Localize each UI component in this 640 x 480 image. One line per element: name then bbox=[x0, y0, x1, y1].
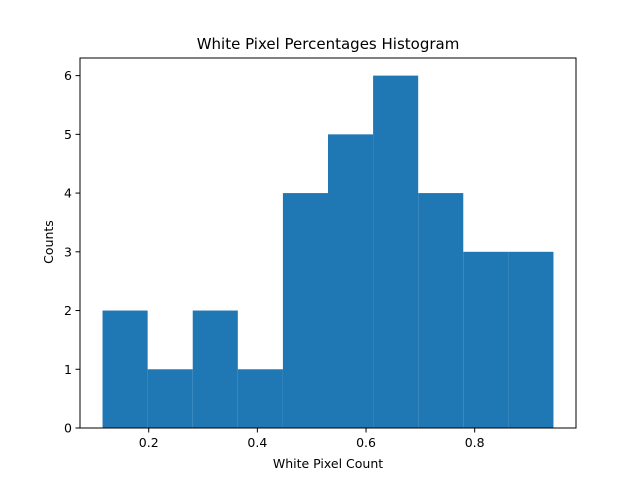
histogram-bar bbox=[192, 310, 238, 428]
y-tick-label: 1 bbox=[64, 362, 72, 377]
plot-frame bbox=[79, 57, 577, 429]
bars-group bbox=[102, 75, 554, 428]
y-tick-label: 3 bbox=[64, 244, 72, 259]
histogram-bar bbox=[147, 369, 193, 428]
y-tick-label: 5 bbox=[64, 127, 72, 142]
x-tick-label: 0.6 bbox=[356, 435, 376, 450]
histogram-bar bbox=[237, 369, 283, 428]
y-tick-label: 2 bbox=[64, 303, 72, 318]
x-axis-label: White Pixel Count bbox=[273, 456, 383, 471]
y-tick-label: 6 bbox=[64, 68, 72, 83]
y-tick-label: 4 bbox=[64, 186, 72, 201]
histogram-bar bbox=[373, 75, 419, 428]
axes-group: 0.2 0.4 0.6 0.8 0 1 2 3 4 5 6 bbox=[64, 57, 577, 450]
histogram-bar bbox=[463, 251, 509, 428]
x-tick-label: 0.2 bbox=[139, 435, 159, 450]
histogram-bar bbox=[328, 134, 374, 428]
histogram-bar bbox=[102, 310, 148, 428]
chart-title: White Pixel Percentages Histogram bbox=[197, 35, 460, 53]
histogram-bar bbox=[282, 193, 328, 428]
y-tick-label: 0 bbox=[64, 421, 72, 436]
histogram-bar bbox=[508, 251, 554, 428]
histogram-bar bbox=[418, 193, 464, 428]
x-tick-label: 0.8 bbox=[465, 435, 485, 450]
y-axis-label: Counts bbox=[41, 220, 56, 264]
x-tick-label: 0.4 bbox=[247, 435, 267, 450]
